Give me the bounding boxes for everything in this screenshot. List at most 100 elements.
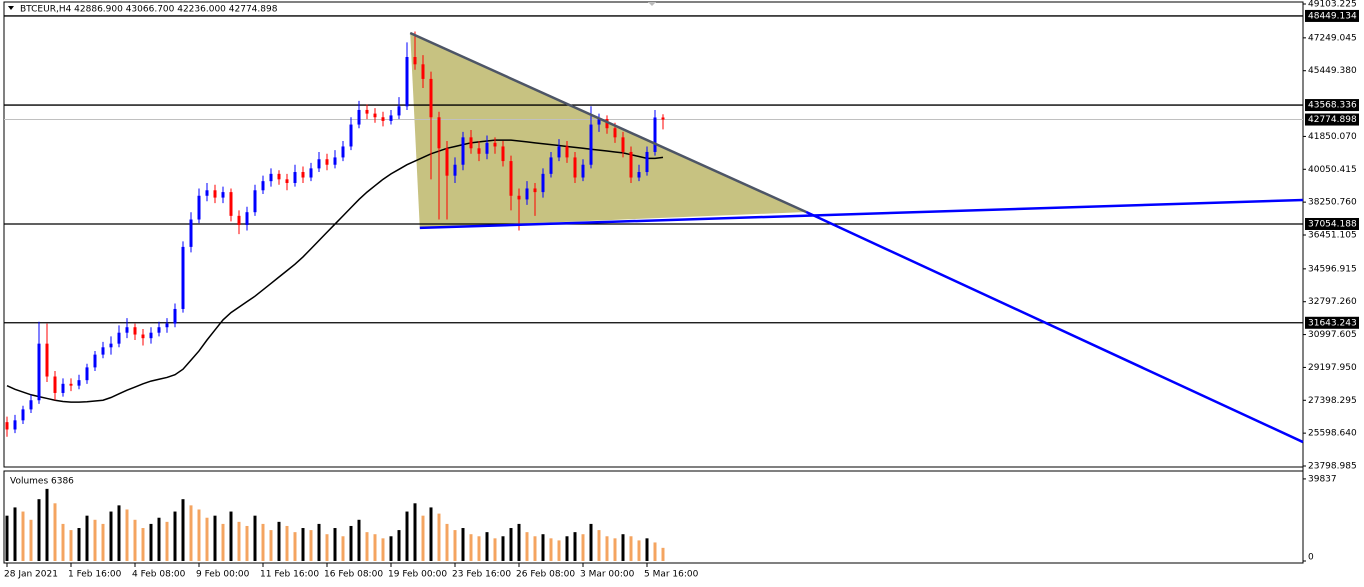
volume-bar <box>21 511 25 561</box>
price-label: 42774.898 <box>1308 115 1357 125</box>
x-tick-label: 28 Jan 2021 <box>4 570 58 580</box>
volume-bar <box>637 540 641 561</box>
volume-bar <box>405 511 409 561</box>
volume-bar <box>661 547 665 561</box>
candle-body <box>101 347 105 355</box>
volume-bar <box>589 523 593 561</box>
trendline <box>419 198 1304 230</box>
price-label-box <box>1305 217 1359 230</box>
volume-bar <box>213 515 217 561</box>
volume-bar <box>13 507 17 561</box>
candle-body <box>213 190 217 198</box>
volume-bar <box>629 536 633 561</box>
candle-body <box>309 168 313 178</box>
candle-body <box>5 422 9 430</box>
candle-body <box>69 383 73 386</box>
volume-bar <box>245 525 249 561</box>
volume-bar <box>277 521 281 561</box>
candle-body <box>341 146 345 158</box>
volume-bar <box>109 511 113 561</box>
candle-body <box>421 64 425 79</box>
x-tick-label: 23 Feb 16:00 <box>452 570 511 580</box>
volume-bar <box>29 519 33 561</box>
price-pane <box>3 1 1304 468</box>
candle-body <box>229 192 233 216</box>
volume-bar <box>173 511 177 561</box>
x-tick-label: 11 Feb 16:00 <box>260 570 319 580</box>
candle-body <box>373 113 377 118</box>
candle-body <box>509 161 513 196</box>
chart-title: BTCEUR,H4 42886.900 43066.700 42236.000 … <box>20 5 278 15</box>
candle-body <box>469 137 473 149</box>
volume-bar <box>565 536 569 561</box>
candle-body <box>269 173 273 182</box>
volume-bar <box>141 528 145 561</box>
volume-bar <box>509 528 513 561</box>
volume-bar <box>581 534 585 561</box>
candle-body <box>365 109 369 114</box>
x-tick-label: 4 Feb 08:00 <box>132 570 186 580</box>
candle-body <box>77 380 81 386</box>
volume-bar <box>461 528 465 561</box>
volume-bar <box>341 536 345 561</box>
volume-bar <box>133 519 137 561</box>
volume-bar <box>605 536 609 561</box>
x-tick-label: 19 Feb 00:00 <box>388 570 447 580</box>
candle-body <box>645 151 649 173</box>
volume-bar <box>253 515 257 561</box>
candle-body <box>629 151 633 178</box>
volume-bar <box>477 536 481 561</box>
candle-body <box>189 219 193 247</box>
candle-body <box>133 327 137 335</box>
volume-bar <box>645 538 649 561</box>
volume-bar <box>485 532 489 561</box>
y-tick-label: 40050.415 <box>1308 165 1357 175</box>
trendline <box>409 31 807 214</box>
volume-tick-label: 39837 <box>1308 474 1337 484</box>
candle-body <box>93 354 97 368</box>
y-tick-label: 23798.985 <box>1308 462 1357 472</box>
candle-body <box>445 148 449 176</box>
candle-body <box>389 115 393 121</box>
price-label: 48449.134 <box>1308 11 1357 21</box>
candle-body <box>317 159 321 169</box>
x-tick-label: 9 Feb 00:00 <box>196 570 250 580</box>
volume-bar <box>517 523 521 561</box>
x-tick-label: 26 Feb 08:00 <box>516 570 575 580</box>
volume-bar <box>365 532 369 561</box>
volume-bar <box>237 521 241 561</box>
candle-body <box>125 327 129 333</box>
y-tick-label: 45449.380 <box>1308 66 1357 76</box>
moving-average <box>6 139 664 403</box>
candle-body <box>493 142 497 147</box>
candle-body <box>285 179 289 183</box>
candle-body <box>253 190 257 213</box>
volume-bar <box>221 523 225 561</box>
candle-body <box>29 400 33 410</box>
volume-bar <box>85 515 89 561</box>
volume-bar <box>317 523 321 561</box>
candle-body <box>605 119 609 129</box>
volume-bar <box>397 530 401 561</box>
x-tick-label: 1 Feb 16:00 <box>68 570 122 580</box>
volume-bar <box>101 523 105 561</box>
price-label: 43568.336 <box>1308 101 1357 111</box>
volume-bar <box>453 530 457 561</box>
volume-bar <box>501 536 505 561</box>
volume-bar <box>389 536 393 561</box>
volume-bar <box>493 538 497 561</box>
candle-body <box>429 78 433 118</box>
x-tick-label: 16 Feb 08:00 <box>324 570 383 580</box>
volume-bar <box>165 521 169 561</box>
volume-bar <box>621 534 625 561</box>
candle-body <box>173 308 177 324</box>
volume-bar <box>349 525 353 561</box>
volume-last: 6386 <box>51 477 74 487</box>
volume-bar <box>261 523 265 561</box>
candle-body <box>117 332 121 344</box>
volume-bar <box>93 519 97 561</box>
volume-bar <box>333 528 337 561</box>
candle-body <box>453 164 457 176</box>
volume-bar <box>293 532 297 561</box>
